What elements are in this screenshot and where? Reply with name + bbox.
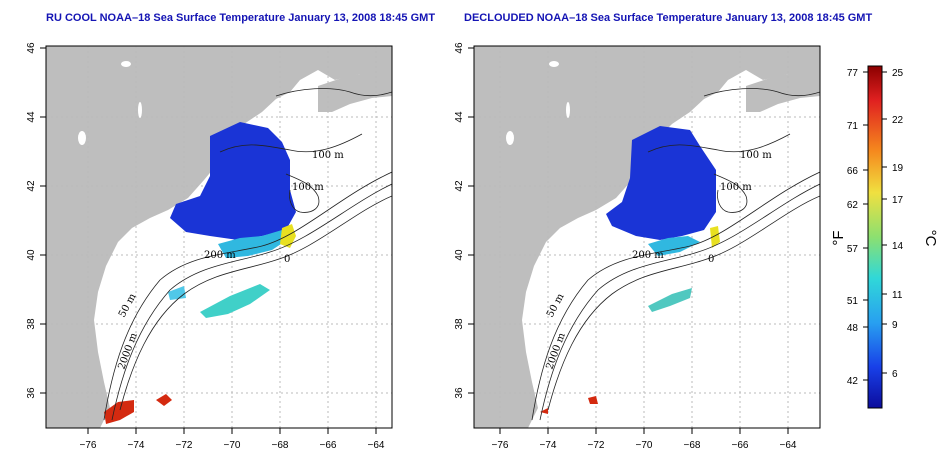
celsius-tick: 6 <box>892 369 898 380</box>
fahrenheit-tick: 66 <box>847 166 859 177</box>
contour-label: 100 m <box>292 182 324 193</box>
lat-tick: 40 <box>454 249 465 261</box>
contour-label: 100 m <box>720 182 752 193</box>
fahrenheit-tick: 57 <box>847 244 859 255</box>
sst-warm-patch <box>710 226 720 248</box>
lon-tick: −66 <box>732 440 749 451</box>
lat-tick: 36 <box>454 387 465 399</box>
map-left: 100 m 100 m 200 m 50 m 2000 m 0 −76 −74 … <box>26 42 393 451</box>
lat-tick: 38 <box>454 318 465 330</box>
land-nova-scotia <box>318 70 392 112</box>
contour-label: 200 m <box>204 250 236 261</box>
sst-hot-patch <box>588 396 598 404</box>
sst-hot-patch <box>104 400 134 424</box>
lat-tick: 44 <box>454 111 465 123</box>
lon-tick: −74 <box>128 440 145 451</box>
colorbar: 77 71 66 62 57 51 48 42 25 22 19 17 14 1… <box>830 65 939 409</box>
lon-tick: −68 <box>272 440 289 451</box>
lat-tick: 36 <box>26 387 37 399</box>
celsius-tick: 19 <box>892 163 904 174</box>
lat-tick: 38 <box>26 318 37 330</box>
contour-label: 100 m <box>312 150 344 161</box>
sst-warm-patch <box>280 224 296 248</box>
map-right: 100 m 100 m 200 m 50 m 2000 m 0 −76 −74 … <box>454 42 821 451</box>
contour-label: 0 <box>708 254 714 265</box>
map-title-left: RU COOL NOAA–18 Sea Surface Temperature … <box>46 12 436 24</box>
colorbar-gradient <box>867 65 883 409</box>
lon-tick: −70 <box>636 440 653 451</box>
map-title-right: DECLOUDED NOAA–18 Sea Surface Temperatur… <box>464 12 873 24</box>
sst-mid-patch <box>648 236 700 256</box>
lon-tick: −74 <box>540 440 557 451</box>
lon-tick: −68 <box>684 440 701 451</box>
celsius-label: °C <box>922 230 939 247</box>
lon-tick: −72 <box>176 440 193 451</box>
fahrenheit-label: °F <box>830 230 847 245</box>
celsius-tick: 17 <box>892 195 904 206</box>
fahrenheit-tick: 77 <box>847 68 859 79</box>
lon-tick: −64 <box>780 440 797 451</box>
lon-tick: −64 <box>368 440 385 451</box>
contour-label: 0 <box>284 254 290 265</box>
lon-tick: −76 <box>492 440 509 451</box>
sst-cold-patch <box>170 122 296 240</box>
land-coast <box>46 46 392 428</box>
fahrenheit-tick: 62 <box>847 200 859 211</box>
contour-label: 100 m <box>740 150 772 161</box>
fahrenheit-tick: 71 <box>847 121 859 132</box>
celsius-tick: 14 <box>892 241 904 252</box>
lat-tick: 44 <box>26 111 37 123</box>
land-nova-scotia <box>746 70 820 112</box>
fahrenheit-tick: 42 <box>847 376 859 387</box>
lon-tick: −70 <box>224 440 241 451</box>
lon-tick: −66 <box>320 440 337 451</box>
lat-tick: 46 <box>26 42 37 54</box>
land-coast <box>474 46 820 428</box>
sst-cold-patch <box>606 126 716 240</box>
celsius-tick: 25 <box>892 68 904 79</box>
contour-label: 200 m <box>632 250 664 261</box>
lat-tick: 42 <box>454 180 465 192</box>
celsius-tick: 9 <box>892 320 898 331</box>
sst-offshore-patch <box>200 284 270 318</box>
lat-tick: 42 <box>26 180 37 192</box>
sst-offshore-patch <box>648 288 692 312</box>
lon-tick: −76 <box>80 440 97 451</box>
fahrenheit-tick: 48 <box>847 323 859 334</box>
fahrenheit-tick: 51 <box>847 296 859 307</box>
lon-tick: −72 <box>588 440 605 451</box>
lat-tick: 40 <box>26 249 37 261</box>
celsius-tick: 22 <box>892 115 904 126</box>
lat-tick: 46 <box>454 42 465 54</box>
celsius-tick: 11 <box>892 290 903 301</box>
